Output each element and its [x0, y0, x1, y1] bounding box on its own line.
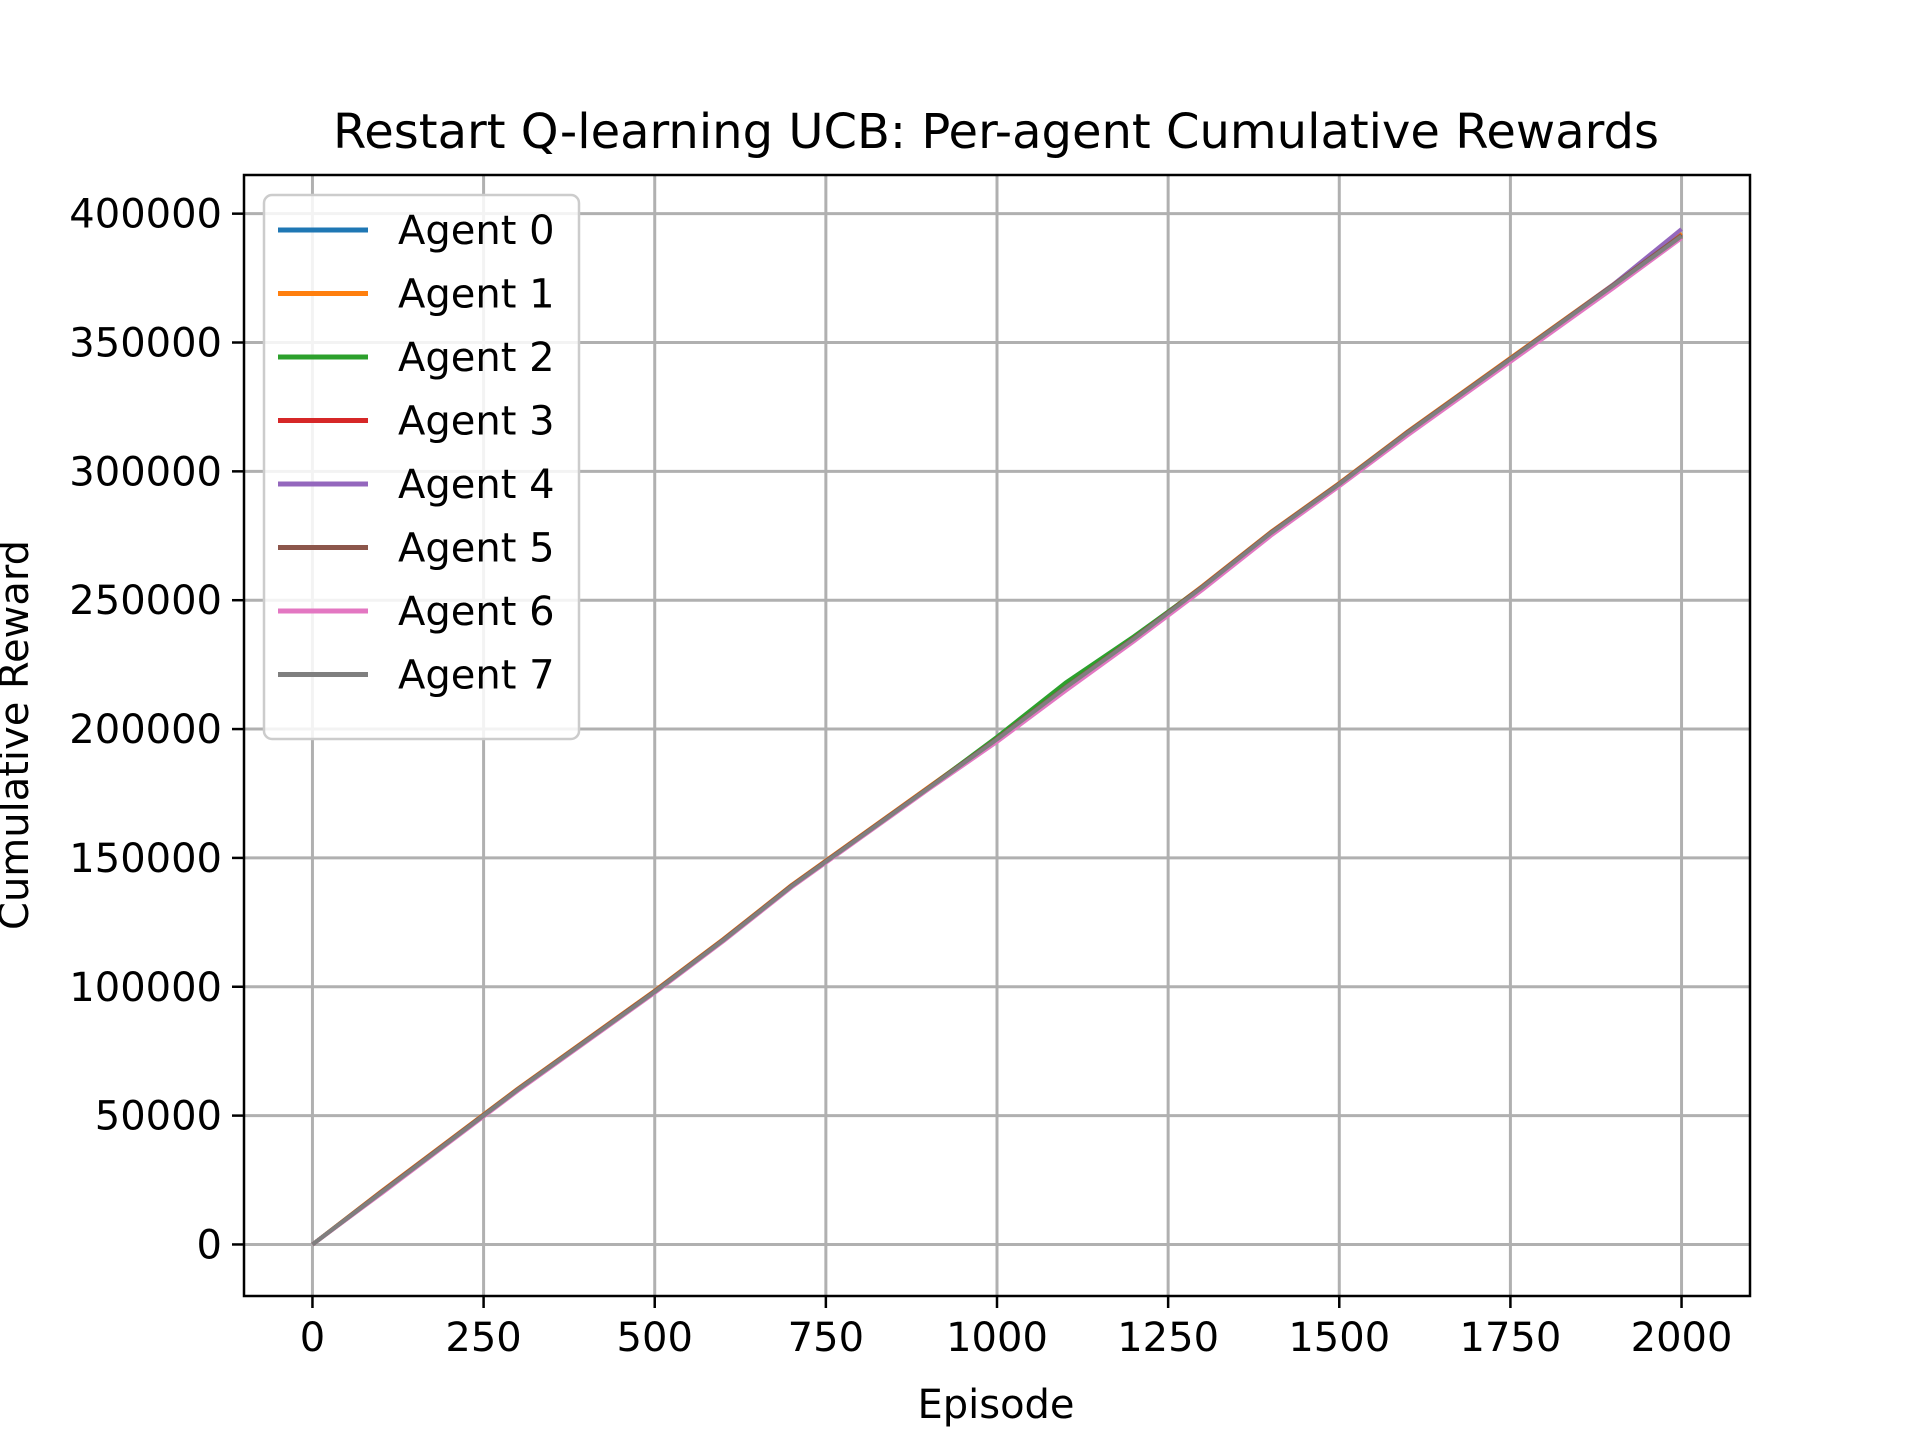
legend: Agent 0 Agent 1 Agent 2 Agent 3 Agent 4 Agent…	[262, 193, 581, 741]
y-tick-label: 50000	[95, 1094, 222, 1140]
series-lines	[311, 227, 1683, 1247]
y-tick-label: 250000	[69, 578, 222, 624]
legend-label: Agent 6	[398, 589, 555, 635]
legend-label: Agent 2	[398, 335, 555, 381]
y-tick-label: 400000	[69, 192, 222, 238]
grid	[244, 175, 1750, 1296]
x-tick-label: 500	[617, 1315, 693, 1361]
y-tick-label: 200000	[69, 707, 222, 753]
y-tick-label: 150000	[69, 836, 222, 882]
legend-label: Agent 3	[398, 399, 555, 445]
legend-label: Agent 7	[398, 653, 555, 699]
y-tick-label: 350000	[69, 321, 222, 367]
x-tick-label: 1250	[1117, 1315, 1219, 1361]
x-tick-label: 1500	[1288, 1315, 1390, 1361]
series-line-agent-7	[311, 234, 1683, 1247]
x-tick-label: 2000	[1631, 1315, 1733, 1361]
y-tick-label: 0	[197, 1222, 222, 1268]
y-axis-label: Cumulative Reward	[0, 540, 38, 930]
legend-label: Agent 4	[398, 462, 555, 508]
x-tick-label: 1750	[1460, 1315, 1562, 1361]
legend-label: Agent 5	[398, 526, 555, 572]
legend-label: Agent 0	[398, 208, 555, 254]
x-tick-label: 750	[788, 1315, 864, 1361]
x-tick-label: 0	[300, 1315, 325, 1361]
legend-box	[262, 193, 581, 741]
legend-label: Agent 1	[398, 272, 555, 318]
axis-ticks: 0 250 500 750 1000 1250 1500 1750 2000 0 50000 1000…	[69, 192, 1732, 1361]
y-tick-label: 300000	[69, 449, 222, 495]
x-axis-label: Episode	[917, 1382, 1074, 1428]
chart-title: Restart Q-learning UCB: Per-agent Cumula…	[333, 104, 1659, 160]
x-tick-label: 1000	[946, 1315, 1048, 1361]
x-tick-label: 250	[445, 1315, 521, 1361]
y-tick-label: 100000	[69, 965, 222, 1011]
